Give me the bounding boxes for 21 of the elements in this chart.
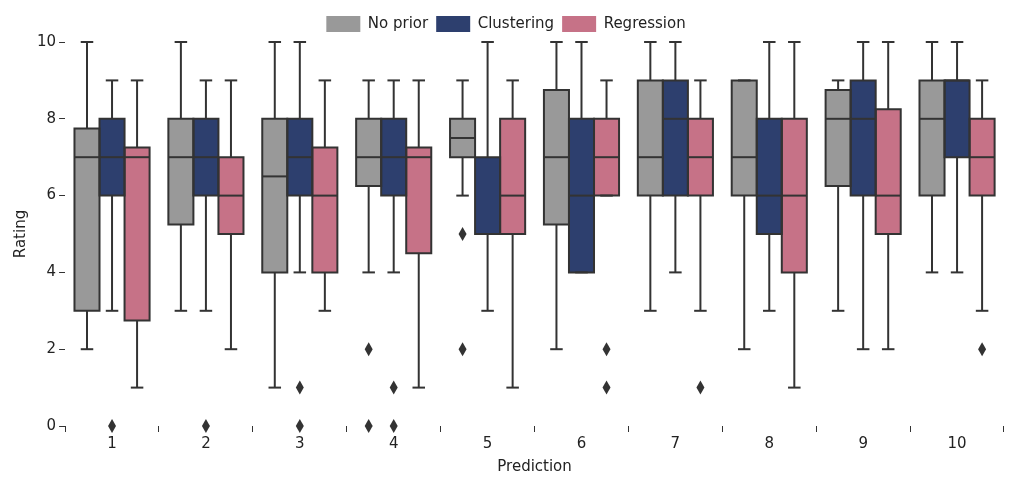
x-tick-label: 7 [670, 433, 681, 452]
x-tick-label: 2 [201, 433, 211, 452]
x-tick-label: 5 [482, 433, 493, 452]
x-axis-title: Prediction [497, 456, 572, 475]
x-tick-label: 10 [947, 433, 967, 452]
x-tick-label: 8 [764, 433, 775, 452]
y-axis-title: Rating [10, 209, 29, 259]
y-tick-label: 10 [36, 31, 57, 50]
x-tick-label: 1 [107, 433, 117, 452]
y-tick-label: 6 [46, 185, 57, 204]
legend-label: Clustering [477, 13, 555, 32]
x-tick-label: 3 [295, 433, 305, 452]
legend-label: Regression [603, 13, 686, 32]
x-tick-label: 6 [576, 433, 587, 452]
y-tick-label: 2 [46, 339, 57, 358]
x-tick-label: 4 [388, 433, 399, 452]
legend-label: No prior [367, 13, 430, 32]
y-tick-label: 4 [46, 262, 57, 281]
y-tick-label: 0 [46, 415, 57, 434]
x-tick-label: 9 [858, 433, 868, 452]
y-tick-label: 8 [46, 108, 57, 127]
